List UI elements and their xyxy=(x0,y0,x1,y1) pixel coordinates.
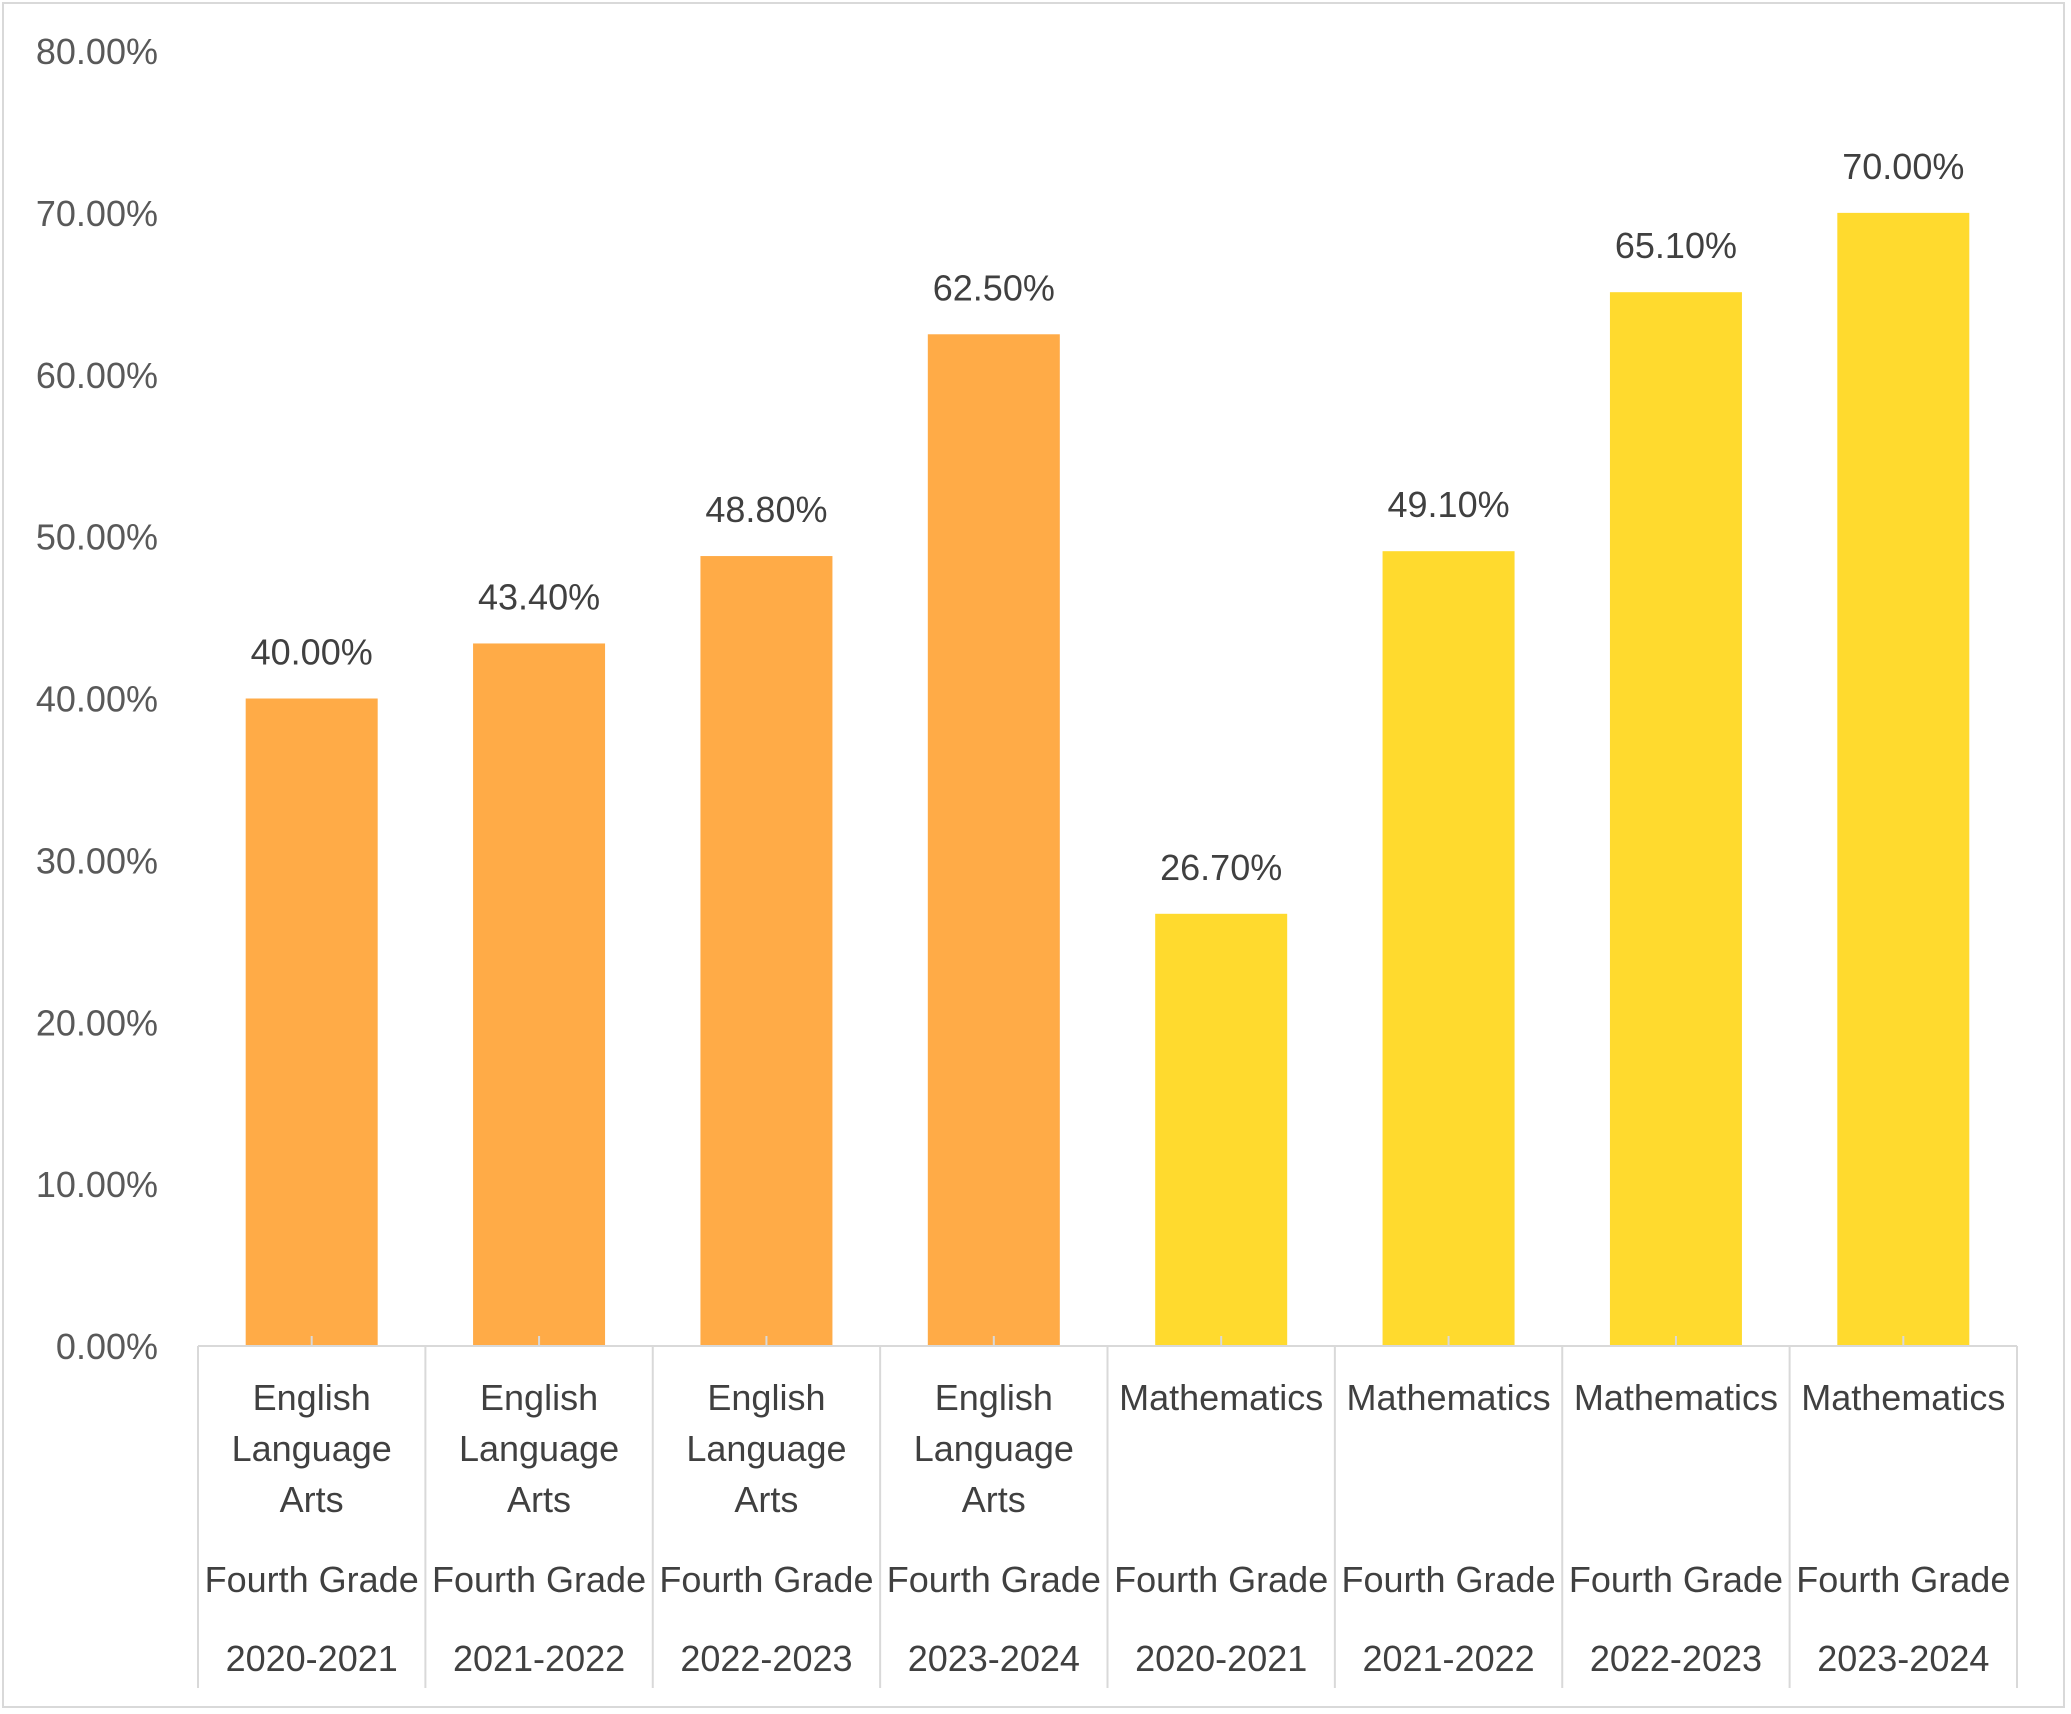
x-category-year-label: 2022-2023 xyxy=(1590,1638,1762,1679)
bar[interactable] xyxy=(700,556,833,1346)
x-category-grade-label: Fourth Grade xyxy=(205,1559,419,1600)
x-category-year-label: 2020-2021 xyxy=(226,1638,398,1679)
data-label: 70.00% xyxy=(1842,146,1964,187)
y-tick-label: 80.00% xyxy=(36,31,158,72)
bar[interactable] xyxy=(1837,212,1970,1346)
bar[interactable] xyxy=(1609,292,1742,1347)
y-tick-label: 30.00% xyxy=(36,840,158,881)
x-category-subject-label: Arts xyxy=(734,1479,798,1520)
x-category-grade-label: Fourth Grade xyxy=(887,1559,1101,1600)
bar[interactable] xyxy=(1382,551,1515,1346)
x-category-subject-label: Mathematics xyxy=(1801,1377,2005,1418)
y-tick-label: 0.00% xyxy=(56,1326,158,1367)
bar[interactable] xyxy=(1155,913,1288,1346)
y-tick-label: 10.00% xyxy=(36,1164,158,1205)
x-category-year-label: 2023-2024 xyxy=(908,1638,1080,1679)
x-category-subject-label: Mathematics xyxy=(1347,1377,1551,1418)
y-tick-label: 70.00% xyxy=(36,193,158,234)
bar[interactable] xyxy=(245,698,378,1347)
data-label: 65.10% xyxy=(1615,225,1737,266)
x-category-subject-label: Arts xyxy=(962,1479,1026,1520)
x-category-subject-label: Mathematics xyxy=(1574,1377,1778,1418)
x-category-subject-label: Arts xyxy=(280,1479,344,1520)
x-category-grade-label: Fourth Grade xyxy=(1569,1559,1783,1600)
x-category-year-label: 2021-2022 xyxy=(453,1638,625,1679)
y-tick-label: 50.00% xyxy=(36,517,158,558)
y-tick-label: 60.00% xyxy=(36,355,158,396)
data-label: 48.80% xyxy=(705,489,827,530)
x-category-grade-label: Fourth Grade xyxy=(659,1559,873,1600)
data-label: 62.50% xyxy=(933,267,1055,308)
bar[interactable] xyxy=(473,643,606,1346)
data-label: 40.00% xyxy=(251,632,373,673)
data-label: 43.40% xyxy=(478,576,600,617)
x-category-year-label: 2022-2023 xyxy=(680,1638,852,1679)
y-tick-label: 40.00% xyxy=(36,679,158,720)
x-category-grade-label: Fourth Grade xyxy=(1114,1559,1328,1600)
x-category-subject-label: English xyxy=(935,1377,1053,1418)
x-category-year-label: 2023-2024 xyxy=(1817,1638,1989,1679)
data-label: 49.10% xyxy=(1388,484,1510,525)
x-category-grade-label: Fourth Grade xyxy=(1342,1559,1556,1600)
x-category-subject-label: Language xyxy=(686,1428,846,1469)
x-category-subject-label: English xyxy=(253,1377,371,1418)
bar[interactable] xyxy=(927,334,1060,1346)
x-category-year-label: 2020-2021 xyxy=(1135,1638,1307,1679)
x-category-subject-label: Arts xyxy=(507,1479,571,1520)
data-label: 26.70% xyxy=(1160,847,1282,888)
x-category-subject-label: English xyxy=(707,1377,825,1418)
x-category-year-label: 2021-2022 xyxy=(1362,1638,1534,1679)
y-tick-label: 20.00% xyxy=(36,1002,158,1043)
x-category-grade-label: Fourth Grade xyxy=(1796,1559,2010,1600)
x-category-subject-label: English xyxy=(480,1377,598,1418)
x-category-subject-label: Mathematics xyxy=(1119,1377,1323,1418)
x-category-subject-label: Language xyxy=(914,1428,1074,1469)
x-category-subject-label: Language xyxy=(232,1428,392,1469)
x-category-grade-label: Fourth Grade xyxy=(432,1559,646,1600)
x-category-subject-label: Language xyxy=(459,1428,619,1469)
